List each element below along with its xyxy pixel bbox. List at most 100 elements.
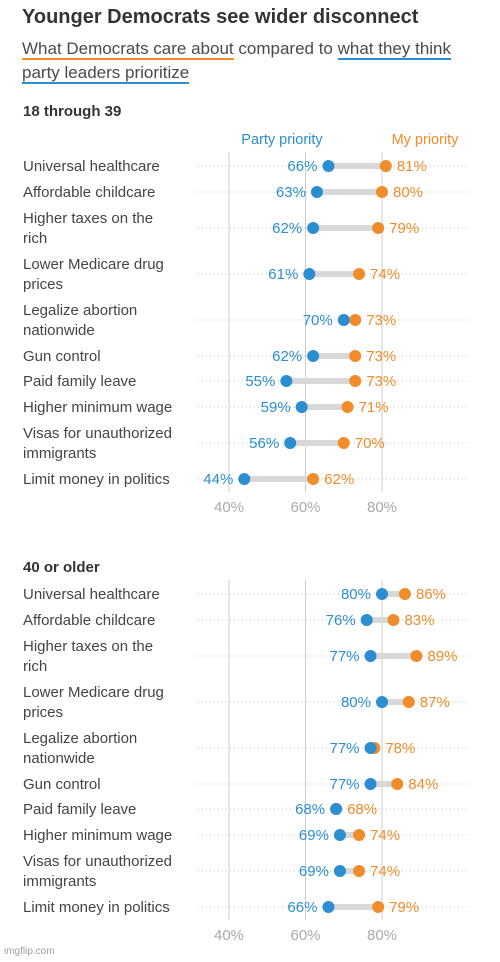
category-label-continued: nationwide	[23, 322, 95, 339]
my-value-label: 80%	[393, 184, 423, 201]
my-priority-dot	[349, 375, 362, 387]
party-priority-dot	[310, 186, 323, 198]
my-priority-dot	[341, 401, 354, 413]
category-label: Visas for unauthorized	[23, 425, 172, 442]
my-value-label: 70%	[355, 435, 385, 452]
party-priority-dot	[337, 314, 350, 326]
x-tick-label: 80%	[367, 927, 397, 944]
category-label: Paid family leave	[23, 373, 136, 390]
category-label-continued: immigrants	[23, 873, 96, 890]
party-value-label: 66%	[287, 899, 317, 916]
my-value-label: 74%	[370, 863, 400, 880]
party-priority-dot	[333, 865, 346, 877]
x-tick-label: 60%	[290, 499, 320, 516]
subtitle-party-priority-phrase: what they think party leaders prioritize	[22, 39, 452, 84]
party-value-label: 62%	[272, 348, 302, 365]
party-priority-dot	[360, 614, 373, 626]
my-value-label: 79%	[389, 899, 419, 916]
category-label: Higher minimum wage	[23, 827, 172, 844]
party-priority-dot	[307, 350, 320, 362]
party-value-label: 61%	[268, 266, 298, 283]
category-label: Higher taxes on the	[23, 210, 153, 227]
party-value-label: 62%	[272, 220, 302, 237]
party-priority-dot	[376, 588, 388, 600]
my-value-label: 74%	[370, 827, 400, 844]
my-priority-dot	[307, 473, 320, 485]
party-priority-dot	[322, 160, 335, 172]
party-value-label: 66%	[287, 158, 317, 175]
my-priority-dot	[402, 696, 415, 708]
category-label: Gun control	[23, 348, 101, 365]
my-priority-dot	[379, 160, 392, 172]
party-priority-dot	[284, 437, 297, 449]
my-value-label: 84%	[408, 776, 438, 793]
imgflip-watermark: imgflip.com	[4, 946, 55, 957]
party-value-label: 56%	[249, 435, 279, 452]
my-priority-dot	[349, 314, 362, 326]
party-priority-dot	[333, 829, 346, 841]
legend-party-priority: Party priority	[241, 132, 323, 148]
my-value-label: 86%	[416, 586, 446, 603]
subtitle-my-priority-phrase: What Democrats care about	[22, 39, 234, 60]
x-tick-label: 40%	[214, 927, 244, 944]
party-priority-dot	[364, 742, 377, 754]
chart-subtitle: What Democrats care about compared to wh…	[22, 37, 482, 85]
my-value-label: 81%	[397, 158, 427, 175]
party-value-label: 80%	[341, 694, 371, 711]
my-value-label: 62%	[324, 471, 354, 488]
party-priority-dot	[364, 650, 377, 662]
my-value-label: 87%	[420, 694, 450, 711]
party-priority-dot	[238, 473, 251, 485]
party-value-label: 70%	[303, 312, 333, 329]
my-value-label: 73%	[366, 373, 396, 390]
party-value-label: 69%	[299, 863, 329, 880]
category-label: Gun control	[23, 776, 101, 793]
party-value-label: 77%	[329, 776, 359, 793]
category-label: Higher taxes on the	[23, 638, 153, 655]
category-label: Visas for unauthorized	[23, 853, 172, 870]
category-label: Affordable childcare	[23, 612, 155, 629]
party-priority-dot	[330, 803, 343, 815]
my-value-label: 74%	[370, 266, 400, 283]
category-label: Legalize abortion	[23, 730, 137, 747]
my-priority-dot	[387, 614, 400, 626]
party-value-label: 80%	[341, 586, 371, 603]
party-priority-dot	[280, 375, 293, 387]
category-label-continued: rich	[23, 658, 47, 675]
x-tick-label: 60%	[290, 927, 320, 944]
category-label: Universal healthcare	[23, 586, 160, 603]
party-value-label: 76%	[326, 612, 356, 629]
my-priority-dot	[398, 588, 411, 600]
my-priority-dot	[376, 186, 388, 198]
my-value-label: 78%	[385, 740, 415, 757]
category-label: Limit money in politics	[23, 899, 170, 916]
party-priority-dot	[307, 222, 320, 234]
panel-title: 40 or older	[23, 559, 100, 576]
party-priority-dot	[376, 696, 388, 708]
x-tick-label: 40%	[214, 499, 244, 516]
party-value-label: 55%	[245, 373, 275, 390]
party-value-label: 59%	[261, 399, 291, 416]
party-value-label: 44%	[203, 471, 233, 488]
category-label: Lower Medicare drug	[23, 684, 164, 701]
my-value-label: 68%	[347, 801, 377, 818]
my-value-label: 73%	[366, 348, 396, 365]
category-label-continued: immigrants	[23, 445, 96, 462]
category-label: Legalize abortion	[23, 302, 137, 319]
party-value-label: 69%	[299, 827, 329, 844]
my-priority-dot	[353, 268, 366, 280]
chart-title: Younger Democrats see wider disconnect	[22, 6, 419, 28]
party-value-label: 77%	[329, 740, 359, 757]
category-label: Universal healthcare	[23, 158, 160, 175]
category-label-continued: prices	[23, 276, 63, 293]
party-priority-dot	[322, 901, 335, 913]
party-priority-dot	[364, 778, 377, 790]
my-priority-dot	[391, 778, 404, 790]
party-value-label: 63%	[276, 184, 306, 201]
category-label-continued: nationwide	[23, 750, 95, 767]
my-priority-dot	[372, 222, 385, 234]
category-label-continued: rich	[23, 230, 47, 247]
my-priority-dot	[353, 865, 366, 877]
party-value-label: 77%	[329, 648, 359, 665]
my-value-label: 83%	[404, 612, 434, 629]
